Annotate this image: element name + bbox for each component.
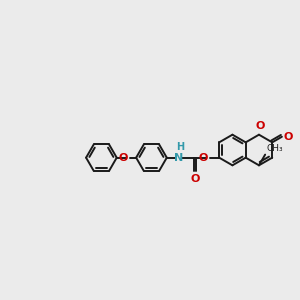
Text: CH₃: CH₃: [266, 143, 283, 152]
Text: O: O: [255, 121, 265, 131]
Text: H: H: [176, 142, 184, 152]
Text: N: N: [174, 153, 184, 163]
Text: O: O: [190, 174, 200, 184]
Text: O: O: [199, 153, 208, 163]
Text: O: O: [284, 132, 293, 142]
Text: O: O: [118, 153, 128, 163]
